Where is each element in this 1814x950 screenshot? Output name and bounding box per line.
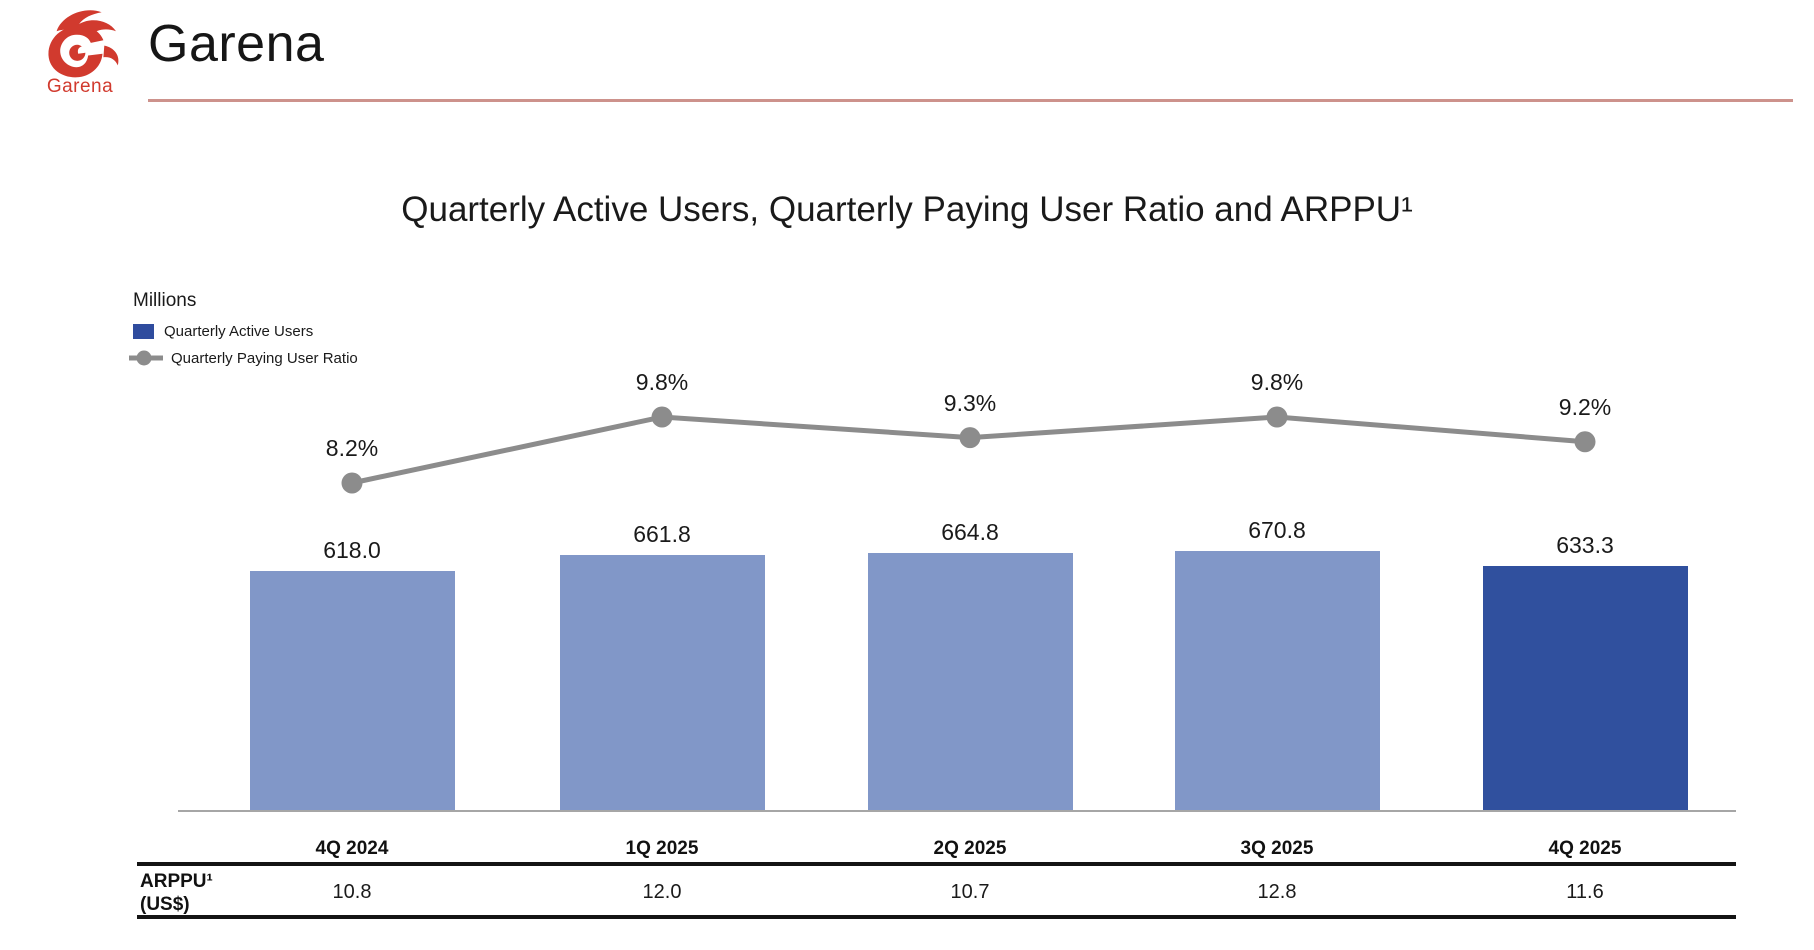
line-point-marker — [1574, 431, 1596, 453]
garena-flame-icon — [28, 6, 132, 78]
pct-label: 9.8% — [635, 369, 689, 395]
line-point-marker — [1266, 406, 1288, 428]
chart-title: Quarterly Active Users, Quarterly Paying… — [401, 190, 1413, 229]
arppu-value: 10.7 — [950, 881, 990, 903]
paying-ratio-line — [341, 406, 1596, 494]
bar-4q-2024 — [249, 571, 455, 810]
legend-item-active-users: Quarterly Active Users — [133, 322, 358, 340]
page-title: Garena — [148, 15, 325, 73]
bar-4q-2025 — [1482, 565, 1688, 810]
arppu-row-label: ARPPU¹ (US$) — [140, 870, 213, 916]
bar-value-label: 661.8 — [633, 520, 691, 547]
units-label: Millions — [133, 290, 197, 311]
chart-legend: Millions Quarterly Active Users Quarterl… — [129, 290, 358, 367]
garena-logo-wordmark: Garena — [46, 76, 114, 97]
x-axis-label-2q-2025: 2Q 2025 — [933, 838, 1007, 859]
line-point-marker — [651, 406, 673, 428]
arppu-row-label-line1: ARPPU¹ — [140, 871, 213, 892]
pct-label: 9.3% — [943, 389, 997, 416]
chart-plot-area: 618.0 661.8 664.8 670.8 633.3 8.2% 9.8% 9.3% 9.8… — [178, 330, 1736, 812]
x-axis-label-1q-2025: 1Q 2025 — [625, 838, 699, 859]
bar-3q-2025 — [1174, 551, 1380, 810]
arppu-value: 12.0 — [642, 881, 682, 903]
bar-1q-2025 — [559, 554, 765, 810]
pct-label: 9.2% — [1558, 393, 1612, 420]
pct-label: 8.2% — [325, 435, 379, 461]
bar-2q-2025 — [867, 553, 1073, 810]
x-axis-label-4q-2025: 4Q 2025 — [1548, 838, 1622, 859]
line-marker-icon — [129, 350, 163, 366]
line-point-marker — [341, 472, 363, 494]
bar-value-label: 633.3 — [1556, 531, 1614, 558]
bar-value-label: 618.0 — [323, 537, 381, 564]
line-point-marker — [959, 427, 981, 449]
pct-label: 9.8% — [1250, 369, 1304, 395]
bar-value-label: 670.8 — [1248, 517, 1306, 544]
arppu-value: 10.8 — [332, 881, 372, 903]
garena-logo: Garena — [28, 6, 132, 98]
arppu-value: 12.8 — [1257, 881, 1297, 903]
arppu-table: ARPPU¹ (US$) 10.8 12.0 10.7 12.8 11.6 — [137, 862, 1736, 919]
legend-item-paying-ratio: Quarterly Paying User Ratio — [129, 349, 358, 367]
x-axis-label-4q-2024: 4Q 2024 — [315, 838, 389, 859]
legend-label: Quarterly Paying User Ratio — [171, 349, 358, 367]
x-axis-label-3q-2025: 3Q 2025 — [1240, 838, 1314, 859]
bar-swatch-icon — [133, 323, 154, 339]
bar-value-label: 664.8 — [941, 519, 999, 546]
legend-label: Quarterly Active Users — [164, 322, 314, 340]
arppu-value: 11.6 — [1566, 881, 1604, 903]
arppu-row-label-line2: (US$) — [140, 894, 190, 916]
header-divider — [148, 99, 1793, 102]
